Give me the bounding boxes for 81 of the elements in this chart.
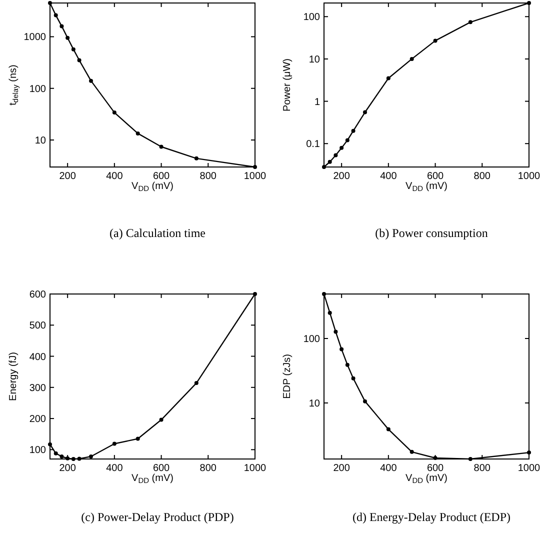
point: [77, 58, 82, 62]
x-tick-label: 800: [200, 171, 217, 182]
y-axis-title: Energy (fJ): [8, 352, 19, 401]
y-tick-label: 0.1: [306, 139, 320, 150]
x-tick-label: 600: [152, 171, 170, 182]
y-tick-label: 200: [29, 414, 46, 426]
y-tick-label: 1000: [24, 32, 46, 44]
point: [340, 347, 344, 352]
point: [334, 330, 338, 334]
point: [60, 24, 64, 28]
y-tick-label: 100: [303, 12, 320, 24]
point: [89, 78, 93, 83]
y-tick-label: 300: [29, 382, 46, 394]
x-tick-label: 1000: [244, 463, 267, 474]
x-tick-label: 400: [380, 171, 398, 182]
y-axis-title: EDP (zJs): [282, 354, 293, 399]
x-tick-label: 1000: [244, 171, 267, 182]
x-tick-label: 1000: [518, 463, 541, 474]
point: [112, 442, 116, 446]
point: [386, 427, 390, 432]
y-tick-label: 500: [29, 320, 46, 332]
point: [159, 144, 164, 149]
y-tick-label: 10: [308, 54, 320, 66]
x-axis-title: V$_{DD}$ (mV): [406, 473, 448, 486]
point: [345, 138, 350, 142]
x-axis-title: V$_{DD}$ (mV): [132, 181, 174, 194]
y-tick-label: 100: [29, 445, 46, 456]
x-tick-label: 600: [426, 463, 444, 474]
x-tick-label: 800: [200, 463, 217, 474]
text: (c) Power-Delay Product (PDP): [81, 510, 234, 524]
point: [468, 20, 472, 24]
x-tick-label: 800: [474, 463, 491, 474]
point: [433, 38, 438, 43]
x-tick-label: 400: [106, 171, 124, 182]
point: [71, 47, 76, 52]
x-axis-title: V$_{DD}$ (mV): [406, 181, 448, 194]
y-tick-label: 400: [29, 352, 46, 363]
point: [136, 131, 140, 136]
point: [334, 153, 338, 158]
x-tick-label: 600: [426, 171, 444, 182]
point: [194, 156, 198, 160]
x-tick-label: 200: [333, 171, 350, 182]
point: [410, 56, 414, 61]
y-tick-label: 100: [303, 334, 320, 345]
x-tick-label: 400: [106, 463, 124, 474]
x-tick-label: 200: [59, 463, 76, 474]
point: [54, 451, 58, 456]
point: [363, 399, 367, 404]
point: [159, 418, 164, 422]
x-tick-label: 400: [380, 463, 398, 474]
x-tick-label: 200: [333, 463, 350, 474]
point: [410, 450, 414, 454]
point: [54, 13, 58, 18]
point: [66, 36, 70, 40]
text: (a) Calculation time: [110, 226, 206, 240]
y-axis-title: Power (μW): [282, 58, 293, 112]
y-tick-label: 100: [29, 84, 46, 95]
x-tick-label: 600: [152, 463, 170, 474]
x-tick-label: 200: [59, 171, 76, 182]
y-tick-label: 600: [29, 290, 46, 300]
point: [345, 362, 350, 367]
point: [328, 310, 332, 315]
point: [386, 76, 390, 80]
x-axis-title: V$_{DD}$ (mV): [132, 473, 174, 486]
point: [89, 454, 93, 459]
text: (b) Power consumption: [375, 226, 488, 240]
x-tick-label: 800: [474, 171, 491, 182]
point: [328, 160, 332, 164]
point: [363, 110, 367, 114]
point: [194, 381, 198, 386]
point: [351, 128, 356, 133]
y-tick-label: 1: [314, 96, 320, 108]
point: [351, 376, 356, 380]
point: [60, 454, 64, 459]
y-tick-label: 10: [34, 136, 46, 146]
point: [136, 436, 140, 441]
point: [112, 110, 116, 115]
y-tick-label: 10: [308, 398, 320, 410]
x-tick-label: 1000: [518, 171, 541, 182]
text: (d) Energy-Delay Product (EDP): [352, 510, 511, 524]
point: [340, 146, 344, 150]
